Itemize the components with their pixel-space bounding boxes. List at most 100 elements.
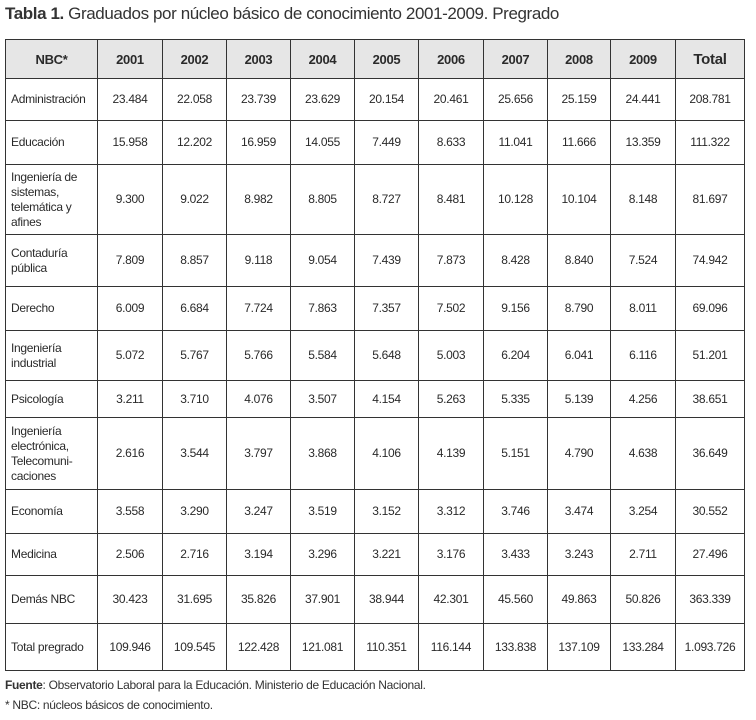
- table-cell: 3.243: [547, 533, 611, 576]
- table-cell: 8.428: [483, 234, 548, 287]
- table-cell: 7.524: [610, 234, 676, 287]
- table-cell: 8.982: [226, 164, 291, 235]
- row-label: Derecho: [5, 286, 98, 331]
- table-cell: 2.711: [610, 533, 676, 576]
- row-label: Medicina: [5, 533, 98, 576]
- table-cell: 5.648: [354, 330, 419, 381]
- table-caption: Graduados por núcleo básico de conocimie…: [63, 4, 559, 23]
- table-cell: 9.022: [162, 164, 227, 235]
- column-header: 2004: [290, 39, 355, 79]
- table-cell: 7.809: [97, 234, 163, 287]
- table-row: Contaduría pública 7.809 8.857 9.118 9.054 7.…: [5, 234, 745, 287]
- table-cell: 8.633: [418, 120, 484, 165]
- table-cell: 5.767: [162, 330, 227, 381]
- abbreviation-note: * NBC: núcleos básicos de conocimiento.: [5, 698, 213, 712]
- table-cell: 8.481: [418, 164, 484, 235]
- table-row: Ingeniería de sistemas, telemática y afi…: [5, 164, 745, 235]
- header-row: NBC* 2001 2002 2003 2004 2005 2006 2007 2008 2009…: [5, 39, 745, 79]
- table-cell: 7.863: [290, 286, 355, 331]
- column-header: 2006: [418, 39, 484, 79]
- table-cell: 16.959: [226, 120, 291, 165]
- table-cell: 22.058: [162, 78, 227, 121]
- table-cell: 13.359: [610, 120, 676, 165]
- table-cell: 2.506: [97, 533, 163, 576]
- table-cell: 27.496: [675, 533, 745, 576]
- column-header: 2005: [354, 39, 419, 79]
- table-cell: 121.081: [290, 623, 355, 671]
- table-cell: 11.041: [483, 120, 548, 165]
- table-cell: 15.958: [97, 120, 163, 165]
- table-cell: 3.290: [162, 489, 227, 534]
- table-cell: 25.656: [483, 78, 548, 121]
- row-label: Educación: [5, 120, 98, 165]
- table-cell: 9.118: [226, 234, 291, 287]
- table-cell: 4.638: [610, 417, 676, 490]
- table-cell: 109.946: [97, 623, 163, 671]
- table-cell: 3.868: [290, 417, 355, 490]
- source-label: Fuente: [5, 678, 43, 692]
- table-cell: 6.204: [483, 330, 548, 381]
- table-cell: 8.727: [354, 164, 419, 235]
- table-cell: 5.072: [97, 330, 163, 381]
- graduates-table: NBC* 2001 2002 2003 2004 2005 2006 2007 2008 2009…: [5, 39, 745, 671]
- table-cell: 23.484: [97, 78, 163, 121]
- table-cell: 8.011: [610, 286, 676, 331]
- table-cell: 3.507: [290, 380, 355, 418]
- table-cell: 8.148: [610, 164, 676, 235]
- table-cell: 3.254: [610, 489, 676, 534]
- table-cell: 5.151: [483, 417, 548, 490]
- table-cell: 8.840: [547, 234, 611, 287]
- table-cell: 5.263: [418, 380, 484, 418]
- table-row: Psicología 3.211 3.710 4.076 3.507 4.154 5.263…: [5, 380, 745, 418]
- table-cell: 3.474: [547, 489, 611, 534]
- row-label: Total pregrado: [5, 623, 98, 671]
- row-label: Psicología: [5, 380, 98, 418]
- table-cell: 45.560: [483, 575, 548, 624]
- table-cell: 8.790: [547, 286, 611, 331]
- table-cell: 4.139: [418, 417, 484, 490]
- table-cell: 8.805: [290, 164, 355, 235]
- table-cell: 3.797: [226, 417, 291, 490]
- table-row: Ingeniería industrial 5.072 5.767 5.766 5.58…: [5, 330, 745, 381]
- table-cell: 5.335: [483, 380, 548, 418]
- table-cell: 69.096: [675, 286, 745, 331]
- table-cell: 109.545: [162, 623, 227, 671]
- source-note: Fuente: Observatorio Laboral para la Edu…: [5, 678, 426, 692]
- table-cell: 2.716: [162, 533, 227, 576]
- table-cell: 37.901: [290, 575, 355, 624]
- table-cell: 7.357: [354, 286, 419, 331]
- table-cell: 38.944: [354, 575, 419, 624]
- table-cell: 133.838: [483, 623, 548, 671]
- table-cell: 3.558: [97, 489, 163, 534]
- table-cell: 111.322: [675, 120, 745, 165]
- table-cell: 24.441: [610, 78, 676, 121]
- table-cell: 6.684: [162, 286, 227, 331]
- table-cell: 81.697: [675, 164, 745, 235]
- table-cell: 25.159: [547, 78, 611, 121]
- table-cell: 42.301: [418, 575, 484, 624]
- table-cell: 3.296: [290, 533, 355, 576]
- table-cell: 3.221: [354, 533, 419, 576]
- table-cell: 116.144: [418, 623, 484, 671]
- table-cell: 7.724: [226, 286, 291, 331]
- table-row: Medicina 2.506 2.716 3.194 3.296 3.221 3.176 3.…: [5, 533, 745, 576]
- table-cell: 11.666: [547, 120, 611, 165]
- table-cell: 7.873: [418, 234, 484, 287]
- table-cell: 6.009: [97, 286, 163, 331]
- table-cell: 3.312: [418, 489, 484, 534]
- column-header: 2002: [162, 39, 227, 79]
- table-cell: 3.519: [290, 489, 355, 534]
- table-cell: 38.651: [675, 380, 745, 418]
- source-text: : Observatorio Laboral para la Educación…: [42, 678, 426, 692]
- row-label: Demás NBC: [5, 575, 98, 624]
- table-row: Administración 23.484 22.058 23.739 23.629 20…: [5, 78, 745, 121]
- table-cell: 10.104: [547, 164, 611, 235]
- column-header: 2001: [97, 39, 163, 79]
- table-cell: 9.054: [290, 234, 355, 287]
- table-row: Total pregrado 109.946 109.545 122.428 121.0…: [5, 623, 745, 671]
- table-cell: 3.176: [418, 533, 484, 576]
- row-label: Ingeniería electrónica, Telecomuni-cacio…: [5, 417, 98, 490]
- table-cell: 49.863: [547, 575, 611, 624]
- table-title: Tabla 1. Graduados por núcleo básico de …: [5, 4, 559, 24]
- table-cell: 14.055: [290, 120, 355, 165]
